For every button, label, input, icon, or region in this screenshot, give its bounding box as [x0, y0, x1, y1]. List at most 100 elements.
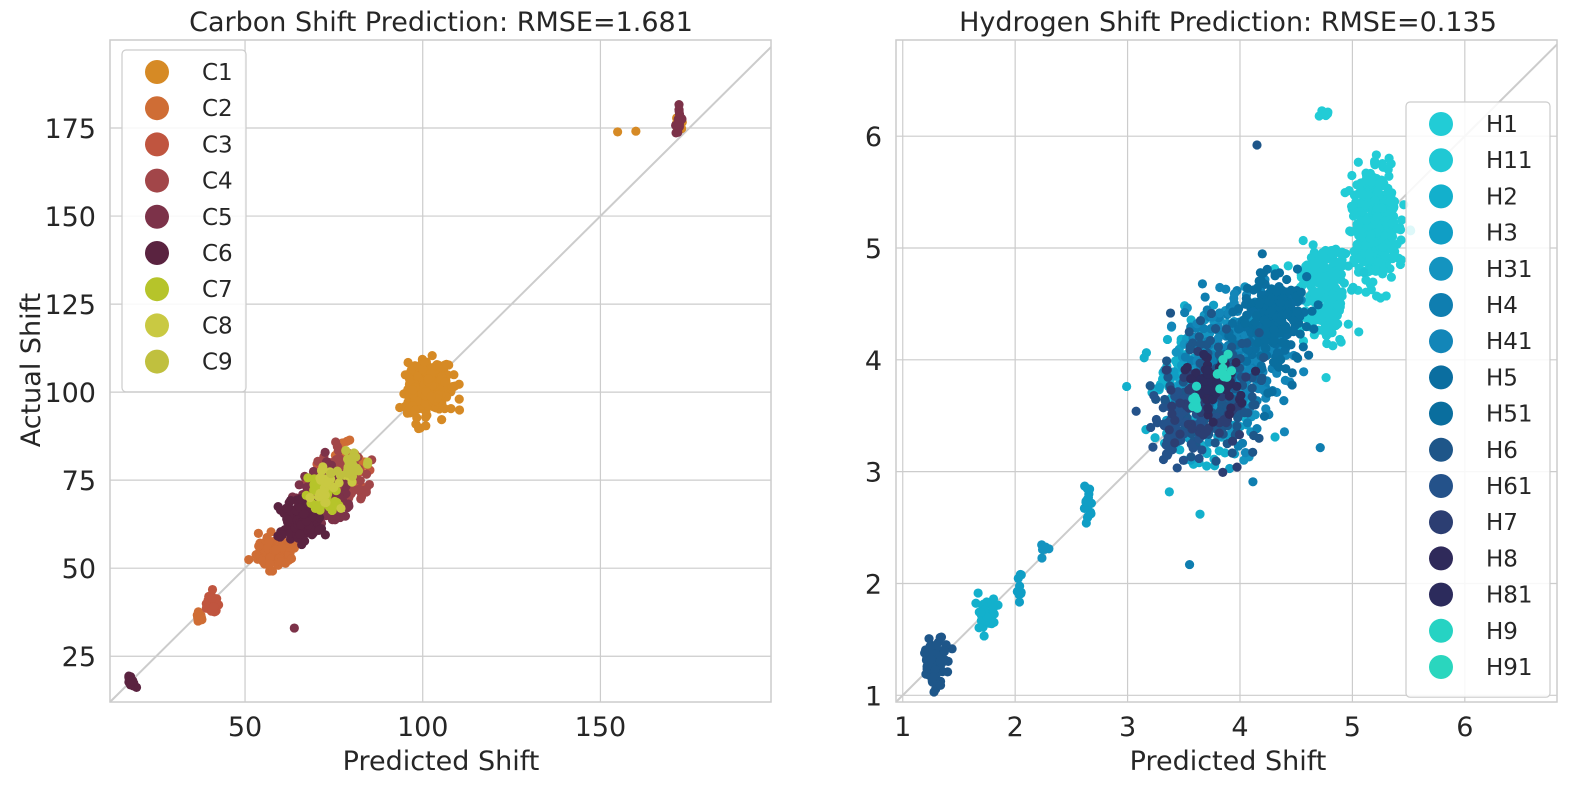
scatter-point: [1373, 257, 1383, 267]
scatter-point: [283, 515, 293, 525]
scatter-point: [1227, 318, 1238, 328]
scatter-point: [1237, 438, 1248, 448]
scatter-point: [1385, 197, 1395, 207]
scatter-point: [449, 370, 459, 380]
scatter-point: [1274, 268, 1285, 278]
legend-label: C1: [202, 60, 233, 86]
scatter-point: [973, 588, 983, 598]
scatter-point: [1165, 308, 1176, 318]
legend-label: H51: [1486, 402, 1533, 428]
scatter-point: [1301, 322, 1312, 332]
scatter-point: [326, 468, 336, 479]
scatter-point: [1202, 385, 1213, 395]
legend-marker: [145, 96, 169, 121]
x-tick-label: 150: [575, 712, 627, 743]
scatter-point: [413, 423, 424, 434]
scatter-point: [1298, 235, 1308, 246]
scatter-point: [1158, 403, 1168, 413]
scatter-point: [1270, 432, 1280, 442]
scatter-point: [421, 421, 431, 431]
scatter-point: [1170, 415, 1180, 425]
legend-label: C2: [202, 96, 233, 122]
scatter-point: [299, 509, 309, 519]
hydrogen-chart-title: Hydrogen Shift Prediction: RMSE=0.135: [959, 7, 1497, 38]
scatter-point: [1372, 204, 1382, 214]
scatter-point: [1396, 255, 1406, 265]
x-tick-label: 1: [894, 712, 911, 743]
scatter-point: [1316, 279, 1326, 289]
scatter-point: [1195, 509, 1205, 519]
scatter-point: [1353, 157, 1363, 167]
scatter-point: [1274, 362, 1284, 372]
scatter-point: [286, 553, 297, 564]
scatter-point: [1164, 487, 1174, 497]
scatter-point: [1234, 429, 1245, 440]
scatter-point: [1223, 349, 1233, 359]
scatter-point: [314, 525, 324, 535]
scatter-point: [314, 492, 324, 502]
x-tick-label: 5: [1344, 712, 1361, 743]
legend-label: H11: [1486, 148, 1533, 174]
scatter-point: [1287, 380, 1297, 390]
scatter-point: [1365, 255, 1375, 265]
scatter-point: [1227, 448, 1237, 458]
scatter-point: [1321, 373, 1331, 383]
scatter-point: [258, 556, 268, 566]
scatter-point: [1218, 467, 1228, 478]
scatter-point: [1348, 282, 1358, 292]
series-h9: [1188, 381, 1202, 413]
scatter-point: [1352, 239, 1362, 250]
scatter-point: [1146, 422, 1156, 433]
scatter-point: [1179, 372, 1189, 383]
legend-marker: [1429, 510, 1453, 535]
scatter-point: [1224, 380, 1234, 390]
scatter-point: [1380, 250, 1390, 261]
scatter-point: [1222, 372, 1232, 382]
scatter-point: [1148, 442, 1158, 452]
series-h51: [1239, 268, 1323, 398]
scatter-point: [1208, 417, 1218, 427]
scatter-point: [674, 100, 684, 110]
scatter-point: [294, 480, 304, 490]
hydrogen-scatter-panel: Hydrogen Shift Prediction: RMSE=0.135 Pr…: [865, 7, 1558, 777]
scatter-point: [1139, 353, 1149, 363]
scatter-point: [446, 404, 456, 414]
scatter-point: [437, 415, 447, 425]
scatter-point: [1191, 381, 1202, 391]
legend-label: H61: [1486, 474, 1533, 500]
scatter-point: [355, 484, 365, 494]
series-c5: [287, 100, 687, 633]
scatter-point: [1287, 368, 1297, 378]
scatter-point: [1194, 453, 1204, 464]
scatter-point: [1360, 240, 1370, 251]
legend-label: H2: [1486, 184, 1518, 210]
scatter-point: [285, 495, 296, 506]
scatter-point: [1226, 403, 1236, 413]
scatter-point: [1239, 455, 1249, 465]
legend-label: H7: [1486, 510, 1518, 536]
scatter-point: [342, 468, 353, 478]
scatter-point: [989, 617, 999, 627]
scatter-point: [1242, 418, 1253, 428]
scatter-point: [613, 127, 623, 137]
scatter-point: [318, 462, 328, 472]
legend-marker: [1429, 582, 1453, 607]
scatter-point: [1232, 381, 1242, 391]
scatter-point: [1016, 570, 1026, 580]
scatter-point: [1262, 318, 1272, 328]
scatter-point: [1276, 316, 1286, 326]
scatter-point: [1172, 463, 1182, 473]
scatter-point: [988, 603, 998, 613]
scatter-point: [1185, 345, 1195, 355]
scatter-point: [1263, 388, 1273, 398]
y-tick-label: 2: [865, 569, 882, 600]
scatter-point: [1361, 287, 1371, 297]
scatter-point: [1308, 240, 1318, 250]
scatter-point: [441, 359, 452, 369]
scatter-point: [1213, 342, 1223, 352]
scatter-point: [320, 530, 330, 540]
scatter-point: [1240, 448, 1251, 458]
scatter-point: [1254, 297, 1264, 307]
scatter-point: [427, 351, 437, 361]
scatter-point: [1309, 324, 1319, 334]
